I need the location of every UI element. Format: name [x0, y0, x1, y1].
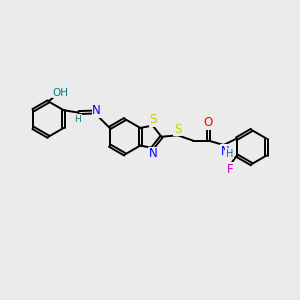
Text: H: H — [226, 149, 233, 159]
Text: N: N — [220, 145, 229, 158]
Text: OH: OH — [52, 88, 68, 98]
Text: N: N — [149, 147, 158, 160]
Text: F: F — [226, 163, 233, 176]
Text: S: S — [149, 113, 157, 126]
Text: H: H — [74, 115, 81, 124]
Text: S: S — [174, 123, 182, 136]
Text: N: N — [92, 104, 101, 117]
Text: O: O — [204, 116, 213, 129]
